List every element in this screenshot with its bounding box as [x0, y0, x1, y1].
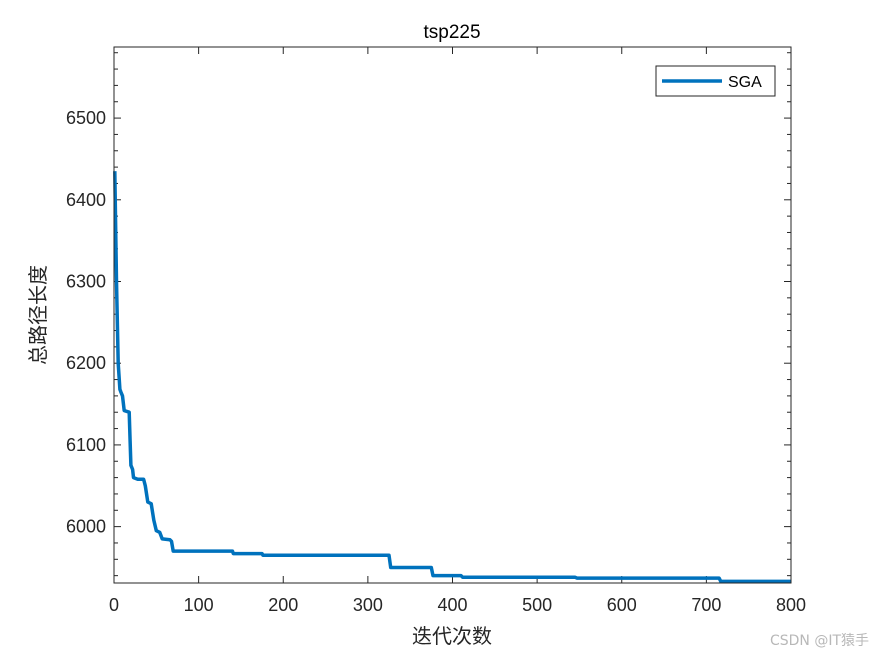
x-tick-label: 300 — [353, 595, 383, 615]
y-tick-label: 6000 — [66, 517, 106, 537]
x-axis-label: 迭代次数 — [412, 624, 492, 648]
y-tick-label: 6300 — [66, 272, 106, 292]
y-tick-label: 6200 — [66, 353, 106, 373]
x-tick-label: 0 — [109, 595, 119, 615]
x-tick-label: 600 — [607, 595, 637, 615]
plot-area — [114, 47, 791, 583]
tick-labels: 0 100 200 300 400 500 600 700 800 6000 6100 6200 630… — [66, 108, 806, 615]
x-tick-label: 700 — [691, 595, 721, 615]
legend: SGA — [655, 65, 776, 97]
x-tick-label: 100 — [184, 595, 214, 615]
y-tick-label: 6100 — [66, 435, 106, 455]
legend-label-sga: SGA — [728, 74, 762, 91]
x-tick-label: 200 — [268, 595, 298, 615]
y-tick-label: 6500 — [66, 108, 106, 128]
x-tick-label: 800 — [776, 595, 806, 615]
chart-title: tsp225 — [423, 22, 480, 43]
y-tick-label: 6400 — [66, 190, 106, 210]
x-tick-label: 500 — [522, 595, 552, 615]
x-tick-label: 400 — [437, 595, 467, 615]
axes-box — [113, 46, 792, 584]
watermark: CSDN @IT猿手 — [769, 633, 869, 649]
sga-line — [113, 171, 791, 584]
y-axis-label: 总路径长度 — [26, 265, 50, 365]
